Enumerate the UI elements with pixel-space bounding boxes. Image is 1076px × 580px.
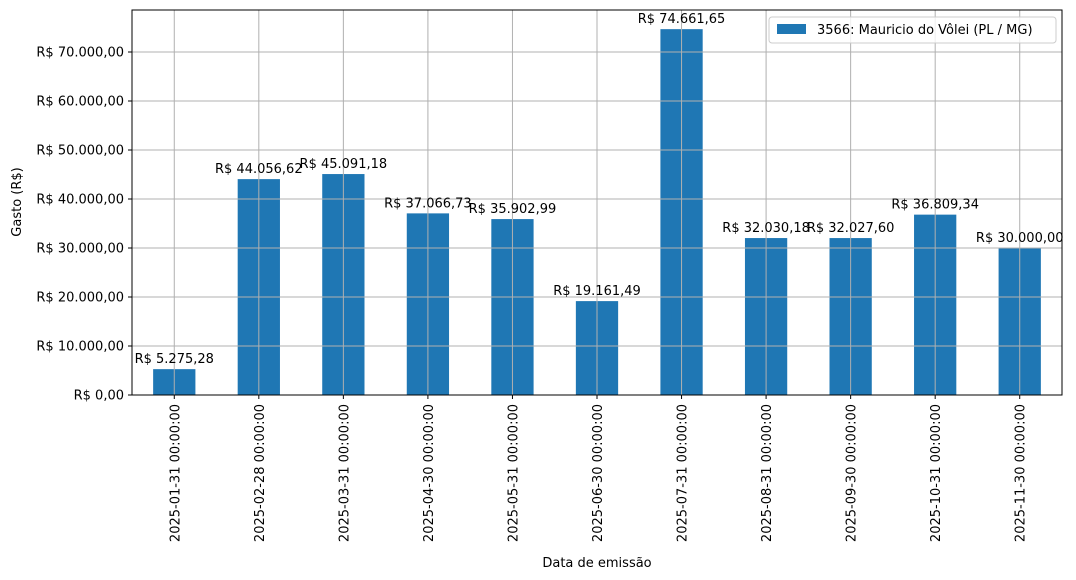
x-tick-label: 2025-05-31 00:00:00 — [506, 404, 521, 542]
bar-value-label: R$ 36.809,34 — [891, 198, 979, 213]
bar-value-label: R$ 45.091,18 — [300, 157, 388, 172]
y-tick-label: R$ 0,00 — [74, 389, 124, 404]
y-tick-label: R$ 60.000,00 — [36, 95, 124, 110]
x-tick-label: 2025-08-31 00:00:00 — [760, 404, 775, 542]
bar-value-label: R$ 74.661,65 — [638, 12, 726, 27]
x-tick-label: 2025-11-30 00:00:00 — [1014, 404, 1029, 542]
x-tick-label: 2025-09-30 00:00:00 — [845, 404, 860, 542]
y-tick-label: R$ 30.000,00 — [36, 242, 124, 257]
bar-value-label: R$ 19.161,49 — [553, 284, 641, 299]
y-tick-label: R$ 40.000,00 — [36, 193, 124, 208]
bar-value-label: R$ 30.000,00 — [976, 231, 1064, 246]
bar-value-label: R$ 5.275,28 — [135, 352, 214, 367]
bar-value-label: R$ 32.027,60 — [807, 221, 895, 236]
x-tick-label: 2025-10-31 00:00:00 — [929, 404, 944, 542]
y-axis-title: Gasto (R$) — [10, 167, 25, 236]
bar-value-label: R$ 44.056,62 — [215, 162, 303, 177]
y-tick-label: R$ 20.000,00 — [36, 291, 124, 306]
x-tick-label: 2025-07-31 00:00:00 — [676, 404, 691, 542]
x-tick-label: 2025-01-31 00:00:00 — [168, 404, 183, 542]
legend-box — [768, 16, 1057, 44]
bar-value-label: R$ 37.066,73 — [384, 196, 472, 211]
x-tick-label: 2025-03-31 00:00:00 — [337, 404, 352, 542]
x-axis-title: Data de emissão — [542, 556, 651, 571]
bar-value-label: R$ 35.902,99 — [469, 202, 557, 217]
y-axis-ticks: R$ 0,00 R$ 10.000,00 R$ 20.000,00 R$ 30.000… — [36, 46, 132, 404]
x-tick-label: 2025-06-30 00:00:00 — [591, 404, 606, 542]
bar-value-labels: R$ 5.275,28 R$ 44.056,62R$ 45.091,18 R$ 37… — [135, 12, 1064, 367]
legend: 3566: Mauricio do Vôlei (PL / MG) — [768, 16, 1057, 44]
x-tick-label: 2025-04-30 00:00:00 — [422, 404, 437, 542]
y-tick-label: R$ 70.000,00 — [36, 46, 124, 61]
bar-value-label: R$ 32.030,18 — [722, 221, 810, 236]
y-tick-label: R$ 50.000,00 — [36, 144, 124, 159]
legend-swatch — [777, 24, 806, 34]
legend-label: 3566: Mauricio do Vôlei (PL / MG) — [817, 23, 1033, 38]
x-tick-label: 2025-02-28 00:00:00 — [253, 404, 268, 542]
x-axis-ticks: 2025-01-31 00:00:00 2025-02-28 00:00:00 20… — [168, 395, 1029, 542]
y-tick-label: R$ 10.000,00 — [36, 340, 124, 355]
